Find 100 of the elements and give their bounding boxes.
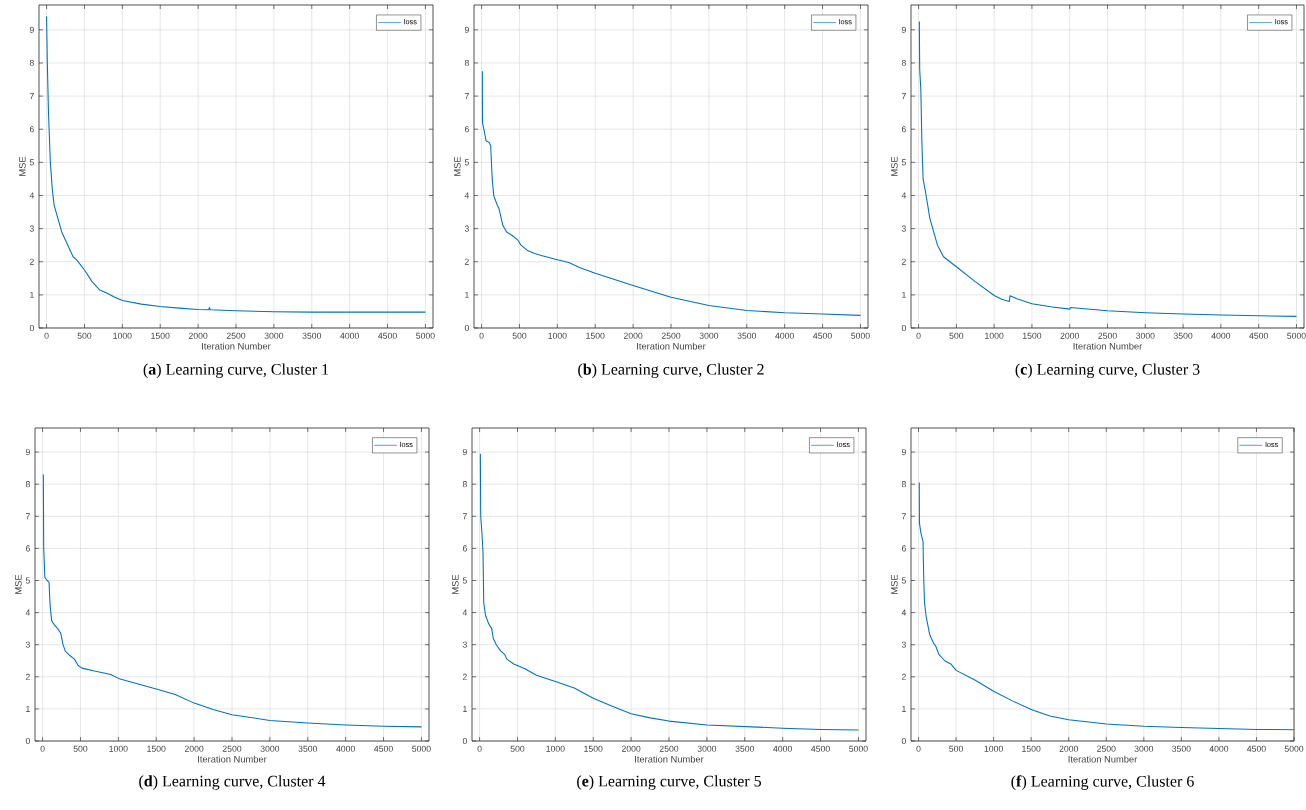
x-tick-label: 1000 — [109, 745, 128, 752]
text: (d) Learning curve, Cluster 4 — [139, 775, 326, 790]
y-tick-label: 0 — [464, 324, 469, 332]
x-tick-label: 2500 — [661, 332, 681, 339]
x-tick-label: 1500 — [1022, 332, 1042, 339]
x-tick-label: 3500 — [1173, 332, 1193, 339]
x-axis-title: Iteration Number — [637, 342, 706, 350]
y-tick-label: 4 — [25, 609, 31, 616]
y-tick-label: 7 — [462, 513, 467, 520]
y-tick-label: 3 — [901, 225, 906, 232]
x-tick-label: 2000 — [1059, 745, 1079, 752]
x-tick-label: 4000 — [773, 745, 792, 752]
y-tick-label: 6 — [29, 126, 34, 133]
x-axis-title: Iteration Number — [635, 755, 704, 763]
y-tick-label: 0 — [25, 737, 30, 745]
y-tick-label: 8 — [25, 481, 30, 488]
y-tick-label: 1 — [902, 291, 906, 298]
y-tick-label: 8 — [462, 481, 467, 488]
y-tick-label: 6 — [25, 545, 30, 552]
x-tick-label: 2500 — [222, 745, 242, 752]
y-tick-label: 4 — [462, 609, 468, 616]
x-tick-label: 5000 — [416, 332, 435, 339]
x-tick-label: 3000 — [697, 745, 717, 752]
x-tick-label: 3500 — [298, 745, 318, 752]
y-tick-label: 0 — [462, 737, 467, 745]
y-tick-label: 3 — [901, 641, 906, 648]
y-tick-label: 7 — [29, 93, 34, 100]
x-tick-label: 500 — [77, 332, 92, 339]
text: (e) Learning curve, Cluster 5 — [577, 775, 762, 790]
y-tick-label: 3 — [25, 641, 30, 648]
x-tick-label: 2500 — [659, 745, 679, 752]
x-tick-label: 4500 — [813, 332, 832, 339]
line-series — [918, 482, 1295, 731]
y-tick-label: 9 — [901, 449, 906, 456]
y-tick-label: 0 — [901, 737, 906, 745]
x-tick-label: 4500 — [374, 745, 393, 752]
y-tick-label: 9 — [25, 449, 30, 456]
x-tick-label: 2500 — [1098, 332, 1117, 339]
x-tick-label: 500 — [73, 745, 88, 752]
y-tick-label: 2 — [462, 673, 467, 680]
y-tick-label: 9 — [462, 449, 467, 456]
x-tick-label: 0 — [477, 745, 482, 752]
x-tick-label: 0 — [479, 332, 484, 339]
x-tick-label: 500 — [949, 745, 963, 752]
y-tick-label: 0 — [901, 324, 906, 332]
x-tick-label: 5000 — [851, 332, 870, 339]
text: (a) Learning curve, Cluster 1 — [143, 363, 329, 379]
x-tick-label: 2500 — [226, 332, 246, 339]
y-tick-label: 2 — [29, 258, 34, 265]
x-tick-label: 1000 — [546, 745, 565, 752]
text: (f) Learning curve, Cluster 6 — [1011, 775, 1194, 790]
x-tick-label: 4000 — [775, 332, 794, 339]
y-tick-label: 9 — [464, 26, 469, 33]
y-tick-label: 8 — [29, 59, 34, 67]
y-tick-label: 8 — [464, 59, 469, 67]
y-tick-label: 5 — [462, 577, 467, 584]
x-tick-label: 4500 — [1247, 745, 1266, 752]
x-tick-label: 3000 — [1135, 332, 1155, 339]
x-tick-label: 1500 — [586, 332, 605, 339]
x-tick-label: 4000 — [340, 332, 359, 339]
y-tick-label: 6 — [901, 126, 906, 133]
x-tick-label: 500 — [510, 745, 525, 752]
y-tick-label: 7 — [25, 513, 30, 520]
x-tick-label: 3500 — [735, 745, 755, 752]
y-axis-title: MSE — [891, 574, 898, 594]
x-axis-title: Iteration Number — [1068, 755, 1138, 763]
y-tick-label: 8 — [901, 59, 906, 67]
x-tick-label: 1500 — [584, 745, 603, 752]
x-axis-title: Iteration Number — [202, 342, 271, 350]
x-tick-label: 2000 — [1060, 332, 1080, 339]
y-tick-label: 1 — [463, 705, 467, 712]
y-tick-label: 2 — [901, 258, 906, 265]
x-tick-label: 5000 — [1287, 332, 1306, 339]
y-tick-label: 6 — [462, 545, 467, 552]
line-series — [42, 474, 422, 728]
x-tick-label: 4000 — [336, 745, 355, 752]
x-tick-label: 2000 — [188, 332, 208, 339]
x-tick-label: 5000 — [412, 745, 431, 752]
x-tick-label: 5000 — [1284, 745, 1304, 752]
y-tick-label: 7 — [901, 513, 906, 520]
x-tick-label: 2000 — [184, 745, 204, 752]
text: (c) Learning curve, Cluster 3 — [1015, 363, 1200, 379]
x-tick-label: 4500 — [378, 332, 397, 339]
y-tick-label: 6 — [901, 545, 906, 552]
y-tick-label: 7 — [464, 93, 469, 100]
y-tick-label: 5 — [29, 159, 34, 166]
x-tick-label: 4000 — [1209, 745, 1229, 752]
y-tick-label: 5 — [901, 577, 906, 584]
y-tick-label: 1 — [465, 291, 469, 298]
y-tick-label: 2 — [25, 673, 30, 680]
y-tick-label: 1 — [30, 291, 34, 298]
y-tick-label: 7 — [901, 93, 906, 100]
y-tick-label: 4 — [901, 609, 907, 616]
x-tick-label: 500 — [949, 332, 964, 339]
x-tick-label: 4500 — [1249, 332, 1268, 339]
y-tick-label: 2 — [464, 258, 469, 265]
y-tick-label: 3 — [29, 225, 34, 232]
x-tick-label: 0 — [916, 332, 921, 339]
y-tick-label: 4 — [29, 192, 35, 199]
y-tick-label: 3 — [464, 225, 469, 232]
